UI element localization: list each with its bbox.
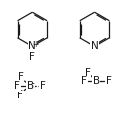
Text: -: - — [32, 79, 35, 88]
Text: F: F — [40, 81, 46, 91]
Text: F: F — [29, 52, 35, 62]
Text: N: N — [28, 41, 36, 51]
Text: F: F — [17, 90, 22, 100]
Text: F: F — [85, 68, 91, 78]
Text: N: N — [91, 41, 98, 51]
Text: B: B — [93, 76, 100, 86]
Text: F: F — [106, 76, 112, 86]
Text: F: F — [14, 81, 20, 91]
Text: B: B — [27, 81, 34, 91]
Text: +: + — [32, 40, 38, 49]
Text: F: F — [81, 76, 87, 86]
Text: F: F — [18, 72, 24, 82]
